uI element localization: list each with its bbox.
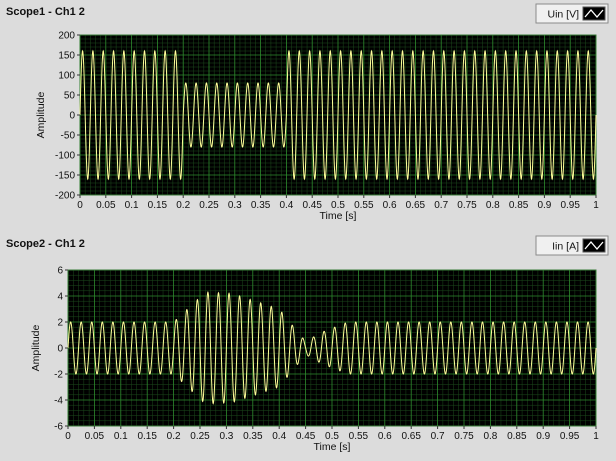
y-axis-label: Amplitude bbox=[30, 325, 42, 372]
x-tick-label: 0.5 bbox=[331, 200, 345, 211]
x-tick-label: 0.65 bbox=[401, 431, 421, 442]
x-tick-label: 0.3 bbox=[228, 200, 242, 211]
x-tick-label: 0.95 bbox=[560, 200, 580, 211]
y-tick-label: 4 bbox=[57, 292, 63, 303]
chart-title: Scope1 - Ch1 2 bbox=[6, 6, 85, 18]
x-tick-label: 0 bbox=[77, 200, 83, 211]
x-tick-label: 0.6 bbox=[383, 200, 397, 211]
x-tick-label: 0.65 bbox=[406, 200, 426, 211]
x-tick-label: 0.75 bbox=[457, 200, 477, 211]
x-axis-label: Time [s] bbox=[320, 210, 357, 222]
x-tick-label: 0.2 bbox=[167, 431, 181, 442]
series-trace bbox=[67, 291, 597, 405]
x-tick-label: 0 bbox=[65, 431, 71, 442]
x-tick-label: 0.3 bbox=[219, 431, 233, 442]
x-tick-label: 0.4 bbox=[272, 431, 286, 442]
legend: Uin [V] bbox=[535, 3, 609, 24]
scope2-chart: Scope2 - Ch1 2 Iin [A] 0 0.05 0.1 0.15 0.2 0.25… bbox=[0, 232, 616, 461]
y-tick-label: 6 bbox=[57, 266, 63, 277]
scope2-panel: Scope2 - Ch1 2 Iin [A] 0 0.05 0.1 0.15 0.2 0.25… bbox=[0, 232, 616, 461]
x-tick-labels: 0 0.05 0.1 0.15 0.2 0.25 0.3 0.35 0.4 0.45 0.5 0.55… bbox=[77, 195, 599, 211]
legend-label: Iin [A] bbox=[552, 241, 579, 253]
y-tick-labels: 200 150 100 50 0 -50 -100 -150 -200 bbox=[55, 31, 80, 202]
x-tick-label: 0.05 bbox=[96, 200, 116, 211]
y-tick-label: 0 bbox=[57, 344, 63, 355]
x-tick-label: 0.9 bbox=[536, 431, 550, 442]
x-tick-label: 0.15 bbox=[137, 431, 157, 442]
legend: Iin [A] bbox=[535, 235, 609, 256]
x-tick-label: 0.7 bbox=[431, 431, 445, 442]
y-tick-label: 2 bbox=[57, 318, 63, 329]
x-tick-label: 0.35 bbox=[243, 431, 263, 442]
x-tick-label: 0.25 bbox=[190, 431, 210, 442]
x-tick-label: 0.95 bbox=[560, 431, 580, 442]
x-tick-label: 0.4 bbox=[279, 200, 293, 211]
x-tick-label: 0.45 bbox=[302, 200, 322, 211]
x-tick-label: 0.45 bbox=[296, 431, 316, 442]
x-axis-label: Time [s] bbox=[314, 441, 351, 453]
x-tick-label: 0.8 bbox=[483, 431, 497, 442]
x-tick-label: 0.8 bbox=[486, 200, 500, 211]
series-trace bbox=[79, 49, 597, 181]
y-tick-label: 200 bbox=[58, 31, 75, 42]
x-tick-label: 0.55 bbox=[349, 431, 369, 442]
y-tick-label: -50 bbox=[61, 131, 76, 142]
y-tick-label: -4 bbox=[54, 396, 63, 407]
x-tick-label: 0.55 bbox=[354, 200, 374, 211]
y-tick-label: -150 bbox=[55, 171, 75, 182]
y-tick-label: 0 bbox=[69, 111, 75, 122]
x-tick-label: 0.85 bbox=[507, 431, 527, 442]
x-tick-label: 0.7 bbox=[434, 200, 448, 211]
y-tick-label: -200 bbox=[55, 191, 75, 202]
x-tick-label: 0.9 bbox=[537, 200, 551, 211]
x-tick-label: 0.1 bbox=[114, 431, 128, 442]
y-tick-label: 100 bbox=[58, 71, 75, 82]
legend-line-icon bbox=[584, 241, 604, 250]
y-tick-label: 50 bbox=[64, 91, 76, 102]
x-tick-label: 0.05 bbox=[85, 431, 105, 442]
x-tick-label: 0.1 bbox=[125, 200, 139, 211]
x-tick-label: 0.75 bbox=[454, 431, 474, 442]
x-tick-label: 0.85 bbox=[509, 200, 529, 211]
x-tick-label: 0.15 bbox=[148, 200, 168, 211]
y-tick-label: -2 bbox=[54, 370, 63, 381]
y-tick-label: -100 bbox=[55, 151, 75, 162]
x-tick-label: 0.6 bbox=[378, 431, 392, 442]
y-tick-label: 150 bbox=[58, 51, 75, 62]
y-tick-label: -6 bbox=[54, 422, 63, 433]
y-tick-labels: 6 4 2 0 -2 -4 -6 bbox=[54, 266, 68, 433]
x-tick-label: 0.2 bbox=[176, 200, 190, 211]
x-tick-label: 1 bbox=[593, 200, 599, 211]
x-tick-label: 0.5 bbox=[325, 431, 339, 442]
y-axis-label: Amplitude bbox=[35, 92, 47, 139]
scope1-panel: Scope1 - Ch1 2 Uin [V] 0 0.05 0.1 0.15 0.2 0.25… bbox=[6, 3, 609, 222]
x-tick-label: 0.25 bbox=[199, 200, 219, 211]
legend-label: Uin [V] bbox=[547, 9, 579, 21]
x-tick-labels: 0 0.05 0.1 0.15 0.2 0.25 0.3 0.35 0.4 0.45 0.5 0.55… bbox=[65, 426, 599, 442]
x-tick-label: 0.35 bbox=[251, 200, 271, 211]
chart-title: Scope2 - Ch1 2 bbox=[6, 238, 85, 250]
scope1-chart: Scope1 - Ch1 2 Uin [V] 0 0.05 0.1 0.15 0.2 0.25… bbox=[6, 3, 609, 222]
legend-line-icon bbox=[584, 9, 604, 18]
x-tick-label: 1 bbox=[593, 431, 599, 442]
